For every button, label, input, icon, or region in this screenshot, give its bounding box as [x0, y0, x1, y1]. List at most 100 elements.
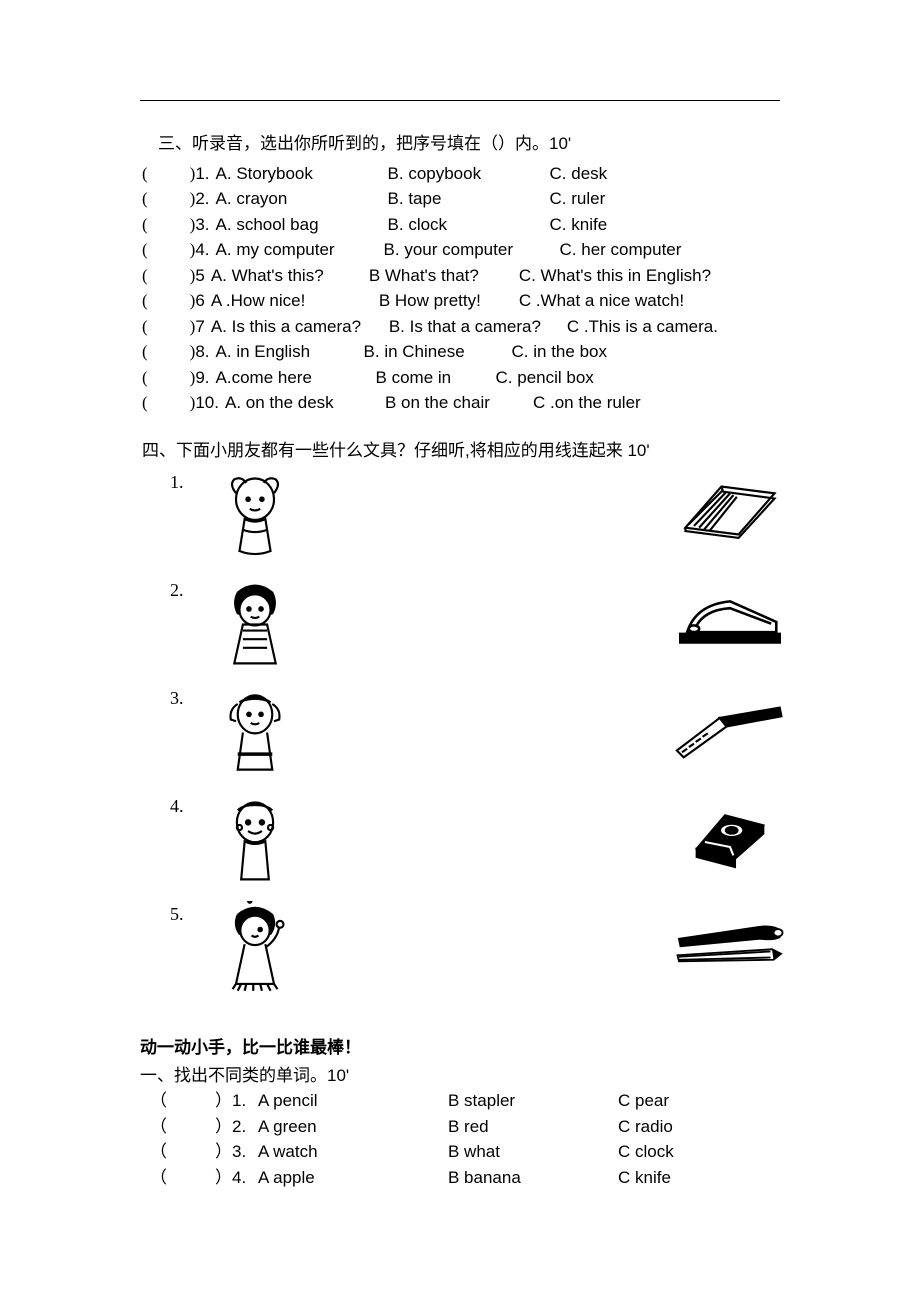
match-num: 2. — [170, 577, 200, 604]
girl-pigtails-icon — [210, 685, 300, 780]
section5-questions: （）1.A pencilB staplerC pear（）2.A greenB … — [140, 1088, 780, 1190]
option-c: C. desk — [550, 161, 670, 187]
question-row: （）3.A watchB whatC clock — [150, 1139, 780, 1165]
paren-open: ( — [142, 288, 148, 314]
option-c: C. ruler — [550, 186, 670, 212]
section4: 四、下面小朋友都有一些什么文具？仔细听,将相应的用线连起来 10' 1. 2. — [140, 438, 780, 1010]
paren-close: ） — [215, 1139, 232, 1165]
option-a: A. crayon — [216, 186, 388, 212]
paren-open: （ — [150, 1139, 167, 1165]
paren-open: ( — [142, 161, 148, 187]
option-c: C. What's this in English? — [519, 263, 749, 289]
match-row: 1. — [170, 469, 780, 577]
match-row: 5. — [170, 901, 780, 1009]
paren-open: ( — [142, 390, 148, 416]
section3-questions: ()1. A. StorybookB. copybookC. desk()2. … — [140, 161, 780, 416]
paren-close: ） — [215, 1114, 232, 1140]
match-row: 2. — [170, 577, 780, 685]
option-b: B. in Chinese — [364, 339, 512, 365]
match-row: 4. — [170, 793, 780, 901]
option-c: C knife — [618, 1165, 671, 1191]
question-row: ()5 A. What's this?B What's that?C. What… — [142, 263, 780, 289]
boy-child-icon — [210, 577, 300, 672]
option-b: B. Is that a camera? — [389, 314, 567, 340]
option-b: B. copybook — [388, 161, 550, 187]
option-a: A .How nice! — [211, 288, 379, 314]
option-b: B what — [448, 1139, 618, 1165]
option-a: A. Storybook — [216, 161, 388, 187]
option-a: A. Is this a camera? — [211, 314, 389, 340]
paren-open: （ — [150, 1114, 167, 1140]
option-c: C. her computer — [560, 237, 720, 263]
option-b: B. your computer — [384, 237, 560, 263]
paren-open: ( — [142, 212, 148, 238]
question-row: ()10. A. on the deskB on the chairC .on … — [142, 390, 780, 416]
copybook-icon — [670, 473, 790, 548]
option-a: A pencil — [258, 1088, 448, 1114]
option-c: C radio — [618, 1114, 673, 1140]
option-a: A green — [258, 1114, 448, 1140]
section4-title: 四、下面小朋友都有一些什么文具？仔细听,将相应的用线连起来 10' — [142, 438, 780, 464]
question-row: ()7 A. Is this a camera?B. Is that a cam… — [142, 314, 780, 340]
question-num: 1. — [232, 1088, 258, 1114]
question-num: 5 — [195, 263, 204, 289]
option-b: B red — [448, 1114, 618, 1140]
match-num: 5. — [170, 901, 200, 928]
paren-open: （ — [150, 1088, 167, 1114]
match-row: 3. — [170, 685, 780, 793]
question-num: 4. — [232, 1165, 258, 1191]
question-row: （ ）1.A pencilB staplerC pear — [150, 1088, 780, 1114]
option-b: B. clock — [388, 212, 550, 238]
worksheet-page: 三、听录音，选出你所听到的，把序号填在（）内。10' ()1. A. Story… — [0, 0, 920, 1250]
question-num: 4. — [195, 237, 209, 263]
boy-smiling-icon — [210, 793, 300, 888]
option-c: C. pencil box — [496, 365, 646, 391]
match-num: 3. — [170, 685, 200, 712]
question-num: 9. — [195, 365, 209, 391]
paren-open: ( — [142, 237, 148, 263]
option-b: B banana — [448, 1165, 618, 1191]
paren-close: ） — [215, 1165, 232, 1191]
question-row: （）4.A appleB bananaC knife — [150, 1165, 780, 1191]
option-a: A. school bag — [216, 212, 388, 238]
option-c: C .What a nice watch! — [519, 288, 739, 314]
question-row: ()3. A. school bagB. clockC. knife — [142, 212, 780, 238]
option-c: C pear — [618, 1088, 669, 1114]
pen-pencil-icon — [670, 905, 790, 980]
option-b: B What's that? — [369, 263, 519, 289]
option-b: B on the chair — [385, 390, 533, 416]
option-b: B stapler — [448, 1088, 618, 1114]
question-num: 2. — [232, 1114, 258, 1140]
option-c: C. knife — [550, 212, 670, 238]
question-row: （ ）2.A greenB redC radio — [150, 1114, 780, 1140]
option-b: B. tape — [388, 186, 550, 212]
paren-open: ( — [142, 186, 148, 212]
question-num: 8. — [195, 339, 209, 365]
option-c: C .on the ruler — [533, 390, 693, 416]
question-row: ()2. A. crayonB. tapeC. ruler — [142, 186, 780, 212]
header-rule — [140, 100, 780, 101]
question-num: 1. — [195, 161, 209, 187]
option-a: A.come here — [216, 365, 376, 391]
option-a: A. my computer — [216, 237, 384, 263]
boy-waving-icon — [210, 901, 300, 996]
stapler-icon — [670, 581, 790, 656]
option-a: A. in English — [216, 339, 364, 365]
question-row: ()6 A .How nice!B How pretty!C .What a n… — [142, 288, 780, 314]
match-grid: 1. 2. 3. — [170, 469, 780, 1009]
question-row: ()1. A. StorybookB. copybookC. desk — [142, 161, 780, 187]
girl-child-icon — [210, 469, 300, 564]
question-row: ()4. A. my computerB. your computerC. he… — [142, 237, 780, 263]
option-a: A. What's this? — [211, 263, 369, 289]
match-num: 4. — [170, 793, 200, 820]
question-num: 2. — [195, 186, 209, 212]
paren-open: （ — [150, 1165, 167, 1191]
question-num: 10. — [195, 390, 219, 416]
option-a: A watch — [258, 1139, 448, 1165]
paren-close: ） — [215, 1088, 232, 1114]
question-num: 7 — [195, 314, 204, 340]
question-row: ()9. A.come hereB come inC. pencil box — [142, 365, 780, 391]
option-c: C .This is a camera. — [567, 314, 767, 340]
option-a: A. on the desk — [225, 390, 385, 416]
match-num: 1. — [170, 469, 200, 496]
